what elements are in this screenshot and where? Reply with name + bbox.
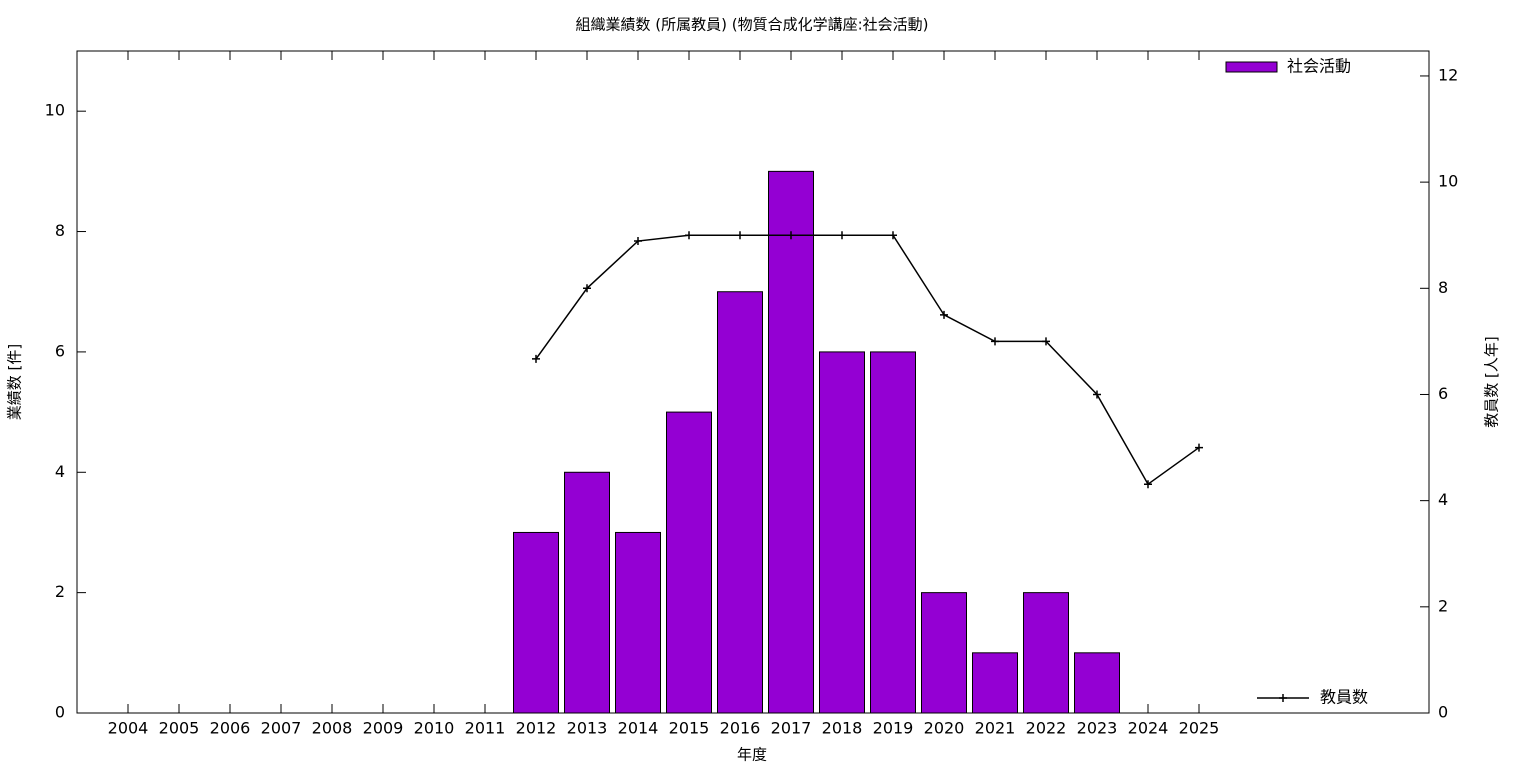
bar <box>921 592 967 714</box>
point <box>991 337 999 346</box>
y-tick-label: 0 <box>55 703 65 722</box>
point <box>532 354 540 363</box>
y-tick-label: 4 <box>55 462 65 481</box>
x-tick-label: 2009 <box>363 719 404 738</box>
x-tick-label: 2012 <box>516 719 557 738</box>
x-tick-label: 2005 <box>159 719 200 738</box>
y2-tick-label: 2 <box>1438 596 1448 615</box>
point <box>787 231 795 240</box>
legend-swatch <box>1225 61 1278 73</box>
point <box>685 231 693 240</box>
x-tick-label: 2011 <box>465 719 506 738</box>
legend-point <box>1279 694 1287 702</box>
x-tick-label: 2022 <box>1026 719 1067 738</box>
y2-tick-label: 8 <box>1438 278 1448 297</box>
y-tick-label: 8 <box>55 221 65 240</box>
bar <box>1023 592 1069 714</box>
x-tick-label: 2014 <box>618 719 659 738</box>
x-tick-label: 2004 <box>108 719 149 738</box>
bar <box>717 291 763 714</box>
x-tick-label: 2006 <box>210 719 251 738</box>
x-tick-label: 2013 <box>567 719 608 738</box>
point <box>634 237 642 246</box>
point <box>940 310 948 319</box>
x-tick-label: 2019 <box>873 719 914 738</box>
y2-tick-label: 12 <box>1438 65 1458 84</box>
x-axis-label: 年度 <box>737 746 767 764</box>
x-tick-label: 2025 <box>1179 719 1220 738</box>
x-tick-label: 2023 <box>1077 719 1118 738</box>
x-tick-label: 2024 <box>1128 719 1169 738</box>
x-tick-label: 2010 <box>414 719 455 738</box>
point <box>1195 443 1203 452</box>
bar <box>870 351 916 714</box>
bar <box>615 531 661 714</box>
bar <box>768 170 814 714</box>
line <box>535 234 1200 486</box>
y-tick-label: 10 <box>45 101 65 120</box>
point <box>838 231 846 240</box>
point <box>583 284 591 293</box>
bar <box>1074 652 1120 714</box>
x-tick-label: 2008 <box>312 719 353 738</box>
y2-tick-label: 4 <box>1438 490 1448 509</box>
point <box>736 231 744 240</box>
y2-tick-label: 10 <box>1438 172 1458 191</box>
y-tick-label: 2 <box>55 582 65 601</box>
x-tick-label: 2021 <box>975 719 1016 738</box>
point <box>1093 390 1101 399</box>
bar <box>819 351 865 714</box>
y2-tick-label: 6 <box>1438 384 1448 403</box>
chart-title: 組織業績数 (所属教員) (物質合成化学講座:社会活動) <box>575 16 928 34</box>
x-tick-label: 2020 <box>924 719 965 738</box>
x-tick-label: 2018 <box>822 719 863 738</box>
point <box>889 231 897 240</box>
y2-tick-label: 0 <box>1438 703 1448 722</box>
x-tick-label: 2017 <box>771 719 812 738</box>
y-tick-label: 6 <box>55 341 65 360</box>
bar <box>513 531 559 714</box>
x-tick-label: 2015 <box>669 719 710 738</box>
bar <box>666 411 712 714</box>
bar <box>564 471 610 714</box>
point <box>1042 337 1050 346</box>
y-axis-label: 業績数 [件] <box>6 344 24 420</box>
legend-label: 教員数 <box>1320 688 1368 707</box>
x-tick-label: 2016 <box>720 719 761 738</box>
point <box>1144 480 1152 489</box>
legend-label: 社会活動 <box>1287 57 1351 76</box>
bar <box>972 652 1018 714</box>
x-tick-label: 2007 <box>261 719 302 738</box>
y2-axis-label: 教員数 [人年] <box>1483 336 1501 427</box>
